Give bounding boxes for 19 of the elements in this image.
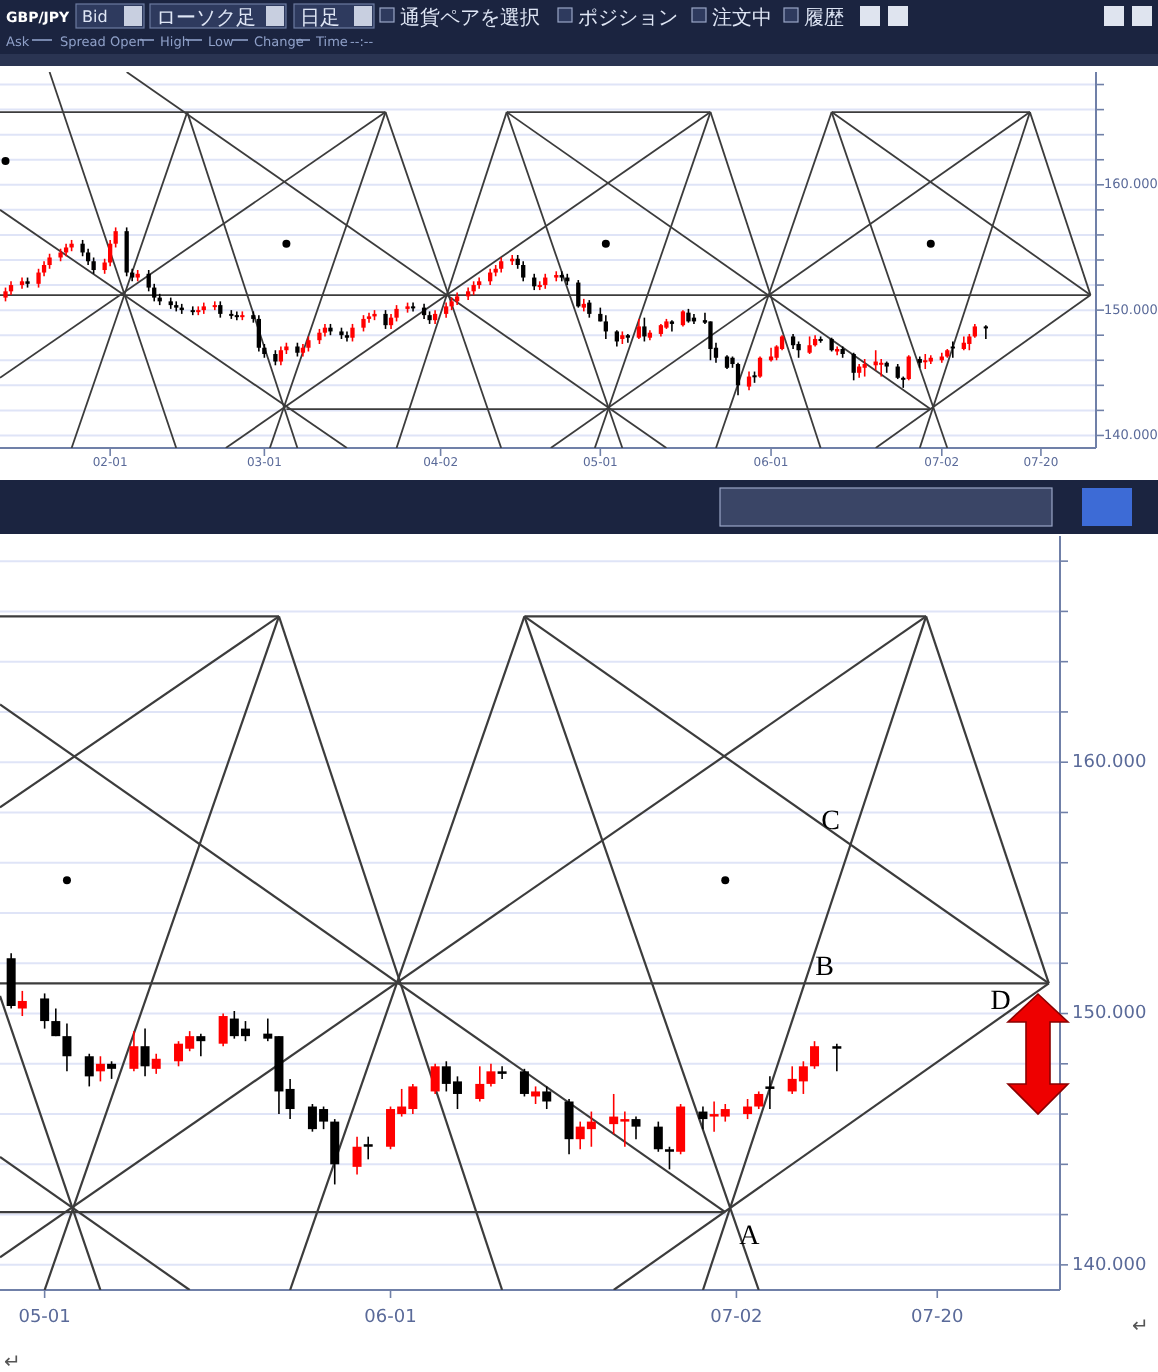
- x-tick-label: 05-01: [18, 1308, 71, 1328]
- text: ポジション: [578, 8, 678, 30]
- x-tick-label: 07-02: [710, 1308, 763, 1328]
- text: Bid: [82, 8, 108, 26]
- text: ローソク足: [156, 8, 256, 30]
- text: 通貨ペアを選択: [400, 6, 540, 30]
- x-tick-label: 06-01: [364, 1308, 417, 1328]
- text: ↵: [1132, 1316, 1149, 1338]
- y-tick-label: 140.000: [1072, 1255, 1147, 1276]
- annotation: C: [821, 806, 840, 837]
- y-tick-label: 150.000: [1072, 1004, 1147, 1025]
- annotation: D: [990, 987, 1011, 1018]
- annotation: B: [815, 953, 835, 984]
- text: 履歴: [804, 8, 844, 30]
- text: 日足: [300, 8, 340, 30]
- x-tick-label: 07-20: [911, 1308, 964, 1328]
- text: 注文中: [712, 6, 772, 30]
- text: ↵: [4, 1352, 21, 1372]
- y-tick-label: 160.000: [1072, 753, 1147, 774]
